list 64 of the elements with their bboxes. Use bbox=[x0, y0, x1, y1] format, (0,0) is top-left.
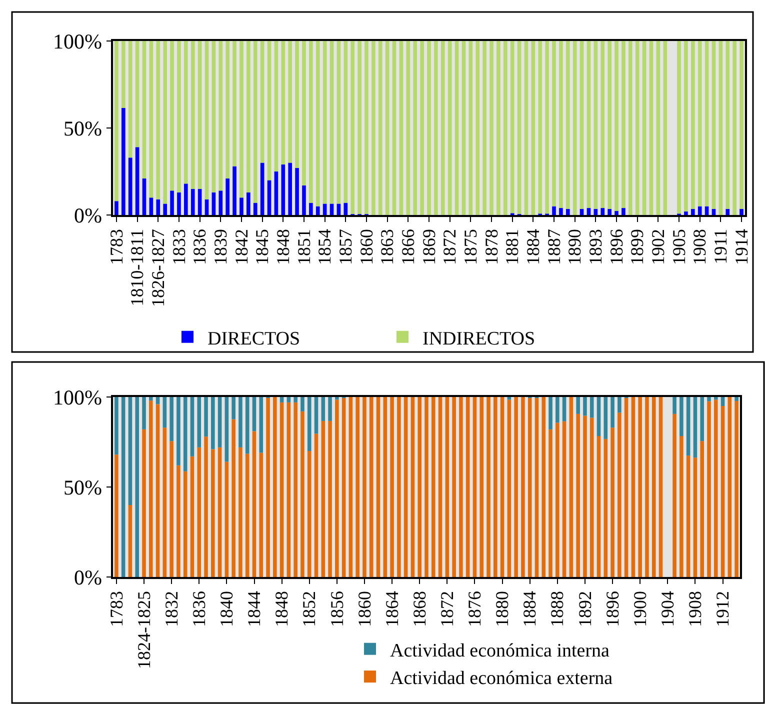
x-tick-label: 1884 bbox=[523, 228, 544, 265]
legend-label: DIRECTOS bbox=[208, 328, 300, 350]
x-tick-label: 1851 bbox=[294, 228, 314, 265]
x-tick-label: 1852 bbox=[299, 590, 320, 627]
y-tick-label: 50% bbox=[64, 116, 102, 140]
x-tick-label: 1887 bbox=[544, 228, 564, 265]
x-tick-label: 1783 bbox=[106, 228, 126, 265]
legend-label: Actividad económica externa bbox=[390, 668, 614, 689]
x-tick-label: 1869 bbox=[418, 228, 439, 265]
x-tick-label: 1844 bbox=[244, 590, 264, 627]
x-tick-label: 1878 bbox=[481, 228, 502, 265]
legend-label: INDIRECTOS bbox=[422, 328, 536, 350]
x-tick-label: 1912 bbox=[712, 590, 733, 627]
x-tick-label: 1836 bbox=[190, 228, 210, 265]
x-tick-label: 1826-1827 bbox=[148, 228, 168, 307]
x-tick-label: 1908 bbox=[685, 590, 706, 627]
x-tick-label: 1899 bbox=[627, 228, 648, 265]
x-tick-label: 1876 bbox=[464, 590, 485, 627]
x-tick-label: 1860 bbox=[354, 590, 374, 627]
x-tick-label: 1911 bbox=[710, 228, 731, 264]
x-tick-label: 1908 bbox=[690, 228, 710, 265]
x-tick-label: 1856 bbox=[326, 590, 347, 627]
x-tick-label: 1896 bbox=[606, 228, 626, 265]
x-tick-label: 1845 bbox=[252, 228, 272, 265]
x-tick-label: 1854 bbox=[314, 228, 335, 265]
x-tick-label: 1884 bbox=[520, 590, 540, 627]
x-tick-label: 1902 bbox=[648, 228, 668, 265]
x-tick-label: 1875 bbox=[460, 228, 481, 265]
x-tick-label: 1914 bbox=[731, 228, 752, 265]
x-tick-label: 1893 bbox=[586, 228, 606, 265]
y-tick-label: 0% bbox=[74, 203, 102, 228]
x-tick-label: 1824-1825 bbox=[134, 590, 154, 669]
x-tick-label: 1864 bbox=[382, 590, 402, 627]
x-tick-label: 1783 bbox=[106, 590, 126, 627]
x-tick-label: 1810-1811 bbox=[127, 228, 148, 306]
x-tick-label: 1836 bbox=[188, 590, 209, 627]
x-tick-label: 1832 bbox=[161, 590, 182, 627]
x-tick-label: 1872 bbox=[440, 228, 460, 265]
x-tick-label: 1892 bbox=[574, 590, 595, 627]
x-tick-label: 1833 bbox=[168, 228, 189, 265]
x-tick-label: 1840 bbox=[216, 590, 237, 627]
x-tick-label: 1857 bbox=[336, 228, 356, 265]
x-tick-label: 1896 bbox=[602, 590, 622, 627]
x-tick-label: 1880 bbox=[492, 590, 512, 627]
x-tick-label: 1842 bbox=[231, 228, 252, 265]
x-tick-label: 1881 bbox=[502, 228, 522, 265]
x-tick-label: 1904 bbox=[658, 590, 678, 627]
x-tick-label: 1872 bbox=[437, 590, 458, 627]
x-tick-label: 1900 bbox=[630, 590, 650, 627]
x-tick-label: 1905 bbox=[668, 228, 689, 265]
x-tick-label: 1866 bbox=[398, 228, 418, 265]
x-tick-label: 1839 bbox=[210, 228, 230, 265]
x-tick-label: 1848 bbox=[272, 590, 292, 627]
legend-label: Actividad económica interna bbox=[390, 640, 610, 662]
x-tick-label: 1888 bbox=[547, 590, 568, 627]
x-tick-label: 1863 bbox=[377, 228, 398, 265]
y-tick-label: 100% bbox=[53, 29, 102, 54]
y-tick-label: 50% bbox=[64, 475, 102, 500]
y-tick-label: 100% bbox=[53, 385, 102, 410]
y-tick-label: 0% bbox=[74, 565, 102, 590]
x-tick-label: 1868 bbox=[409, 590, 430, 627]
x-tick-label: 1890 bbox=[564, 228, 585, 265]
x-tick-label: 1848 bbox=[273, 228, 293, 265]
x-tick-label: 1860 bbox=[356, 228, 376, 265]
